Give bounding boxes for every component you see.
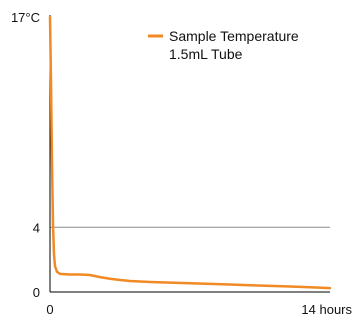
- x-tick-label-1: 14 hours: [301, 302, 352, 317]
- legend-label-line1: Sample Temperature: [169, 28, 299, 44]
- y-tick-labels: 0 4 17°C: [11, 10, 40, 300]
- y-tick-label-2: 17°C: [11, 10, 40, 25]
- y-tick-label-1: 4: [33, 220, 40, 235]
- series-layer: [48, 15, 332, 290]
- series-line-0: [48, 15, 332, 290]
- x-tick-labels: 0 14 hours: [46, 302, 352, 317]
- x-tick-label-0: 0: [46, 302, 53, 317]
- y-tick-label-0: 0: [33, 285, 40, 300]
- legend: Sample Temperature 1.5mL Tube: [148, 28, 299, 62]
- legend-label-line2: 1.5mL Tube: [169, 46, 243, 62]
